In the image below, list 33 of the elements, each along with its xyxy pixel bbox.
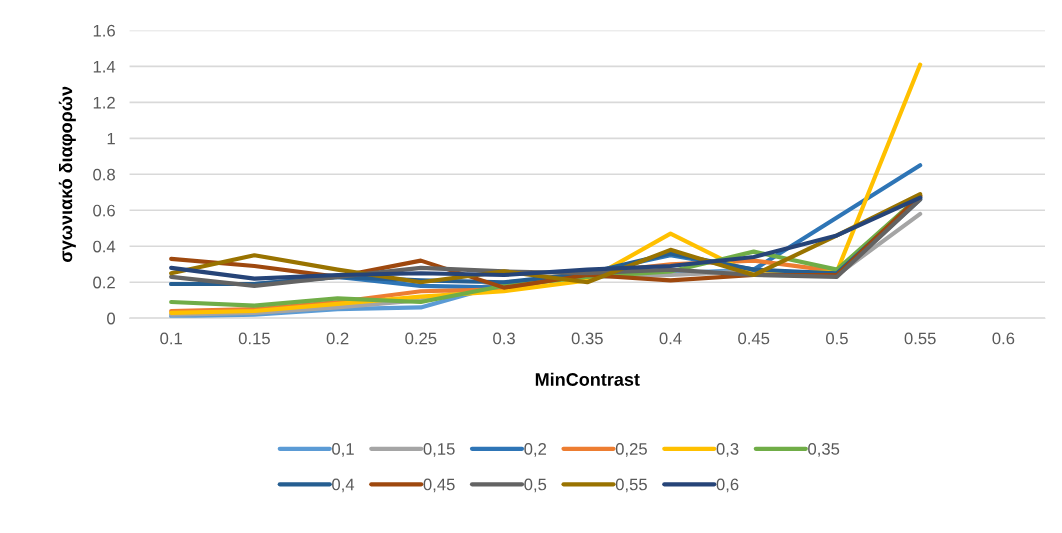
- legend-label: 0,5: [524, 478, 547, 493]
- x-axis-title: MinContrast: [535, 372, 640, 386]
- legend-label: 0,1: [332, 443, 354, 457]
- legend-label: 0,3: [716, 443, 739, 457]
- legend-label: 0,6: [716, 478, 739, 493]
- y-tick-label: 0.6: [93, 204, 115, 217]
- legend-label: 0,15: [423, 443, 455, 457]
- y-tick-label: 1.6: [93, 24, 115, 37]
- x-tick-label: 0.3: [493, 332, 515, 345]
- x-tick-label: 0.45: [738, 332, 770, 345]
- legend-label: 0,45: [423, 478, 455, 493]
- legend-label: 0,2: [524, 443, 547, 457]
- y-tick-label: 0.4: [93, 240, 116, 253]
- legend-label: 0,4: [332, 478, 355, 493]
- x-tick-label: 0.55: [904, 332, 936, 345]
- legend-label: 0,35: [808, 443, 840, 457]
- x-tick-label: 0.15: [238, 332, 270, 345]
- y-tick-label: 0.2: [93, 276, 115, 289]
- legend-label: 0,25: [615, 443, 647, 457]
- y-tick-label: 1: [107, 132, 115, 145]
- y-tick-label: 0: [107, 312, 116, 325]
- y-axis-title: σγωνιακό διαφορών: [58, 86, 76, 262]
- x-tick-label: 0.4: [659, 332, 682, 345]
- x-tick-label: 0.2: [326, 332, 349, 345]
- legend-label: 0,55: [615, 478, 647, 493]
- y-tick-label: 1.2: [93, 96, 115, 109]
- y-tick-label: 1.4: [93, 60, 116, 73]
- x-tick-label: 0.6: [992, 332, 1015, 345]
- y-tick-label: 0.8: [93, 168, 115, 181]
- x-tick-label: 0.35: [571, 332, 603, 345]
- x-tick-label: 0.25: [405, 332, 437, 345]
- x-tick-label: 0.5: [826, 332, 848, 345]
- x-tick-label: 0.1: [160, 332, 182, 345]
